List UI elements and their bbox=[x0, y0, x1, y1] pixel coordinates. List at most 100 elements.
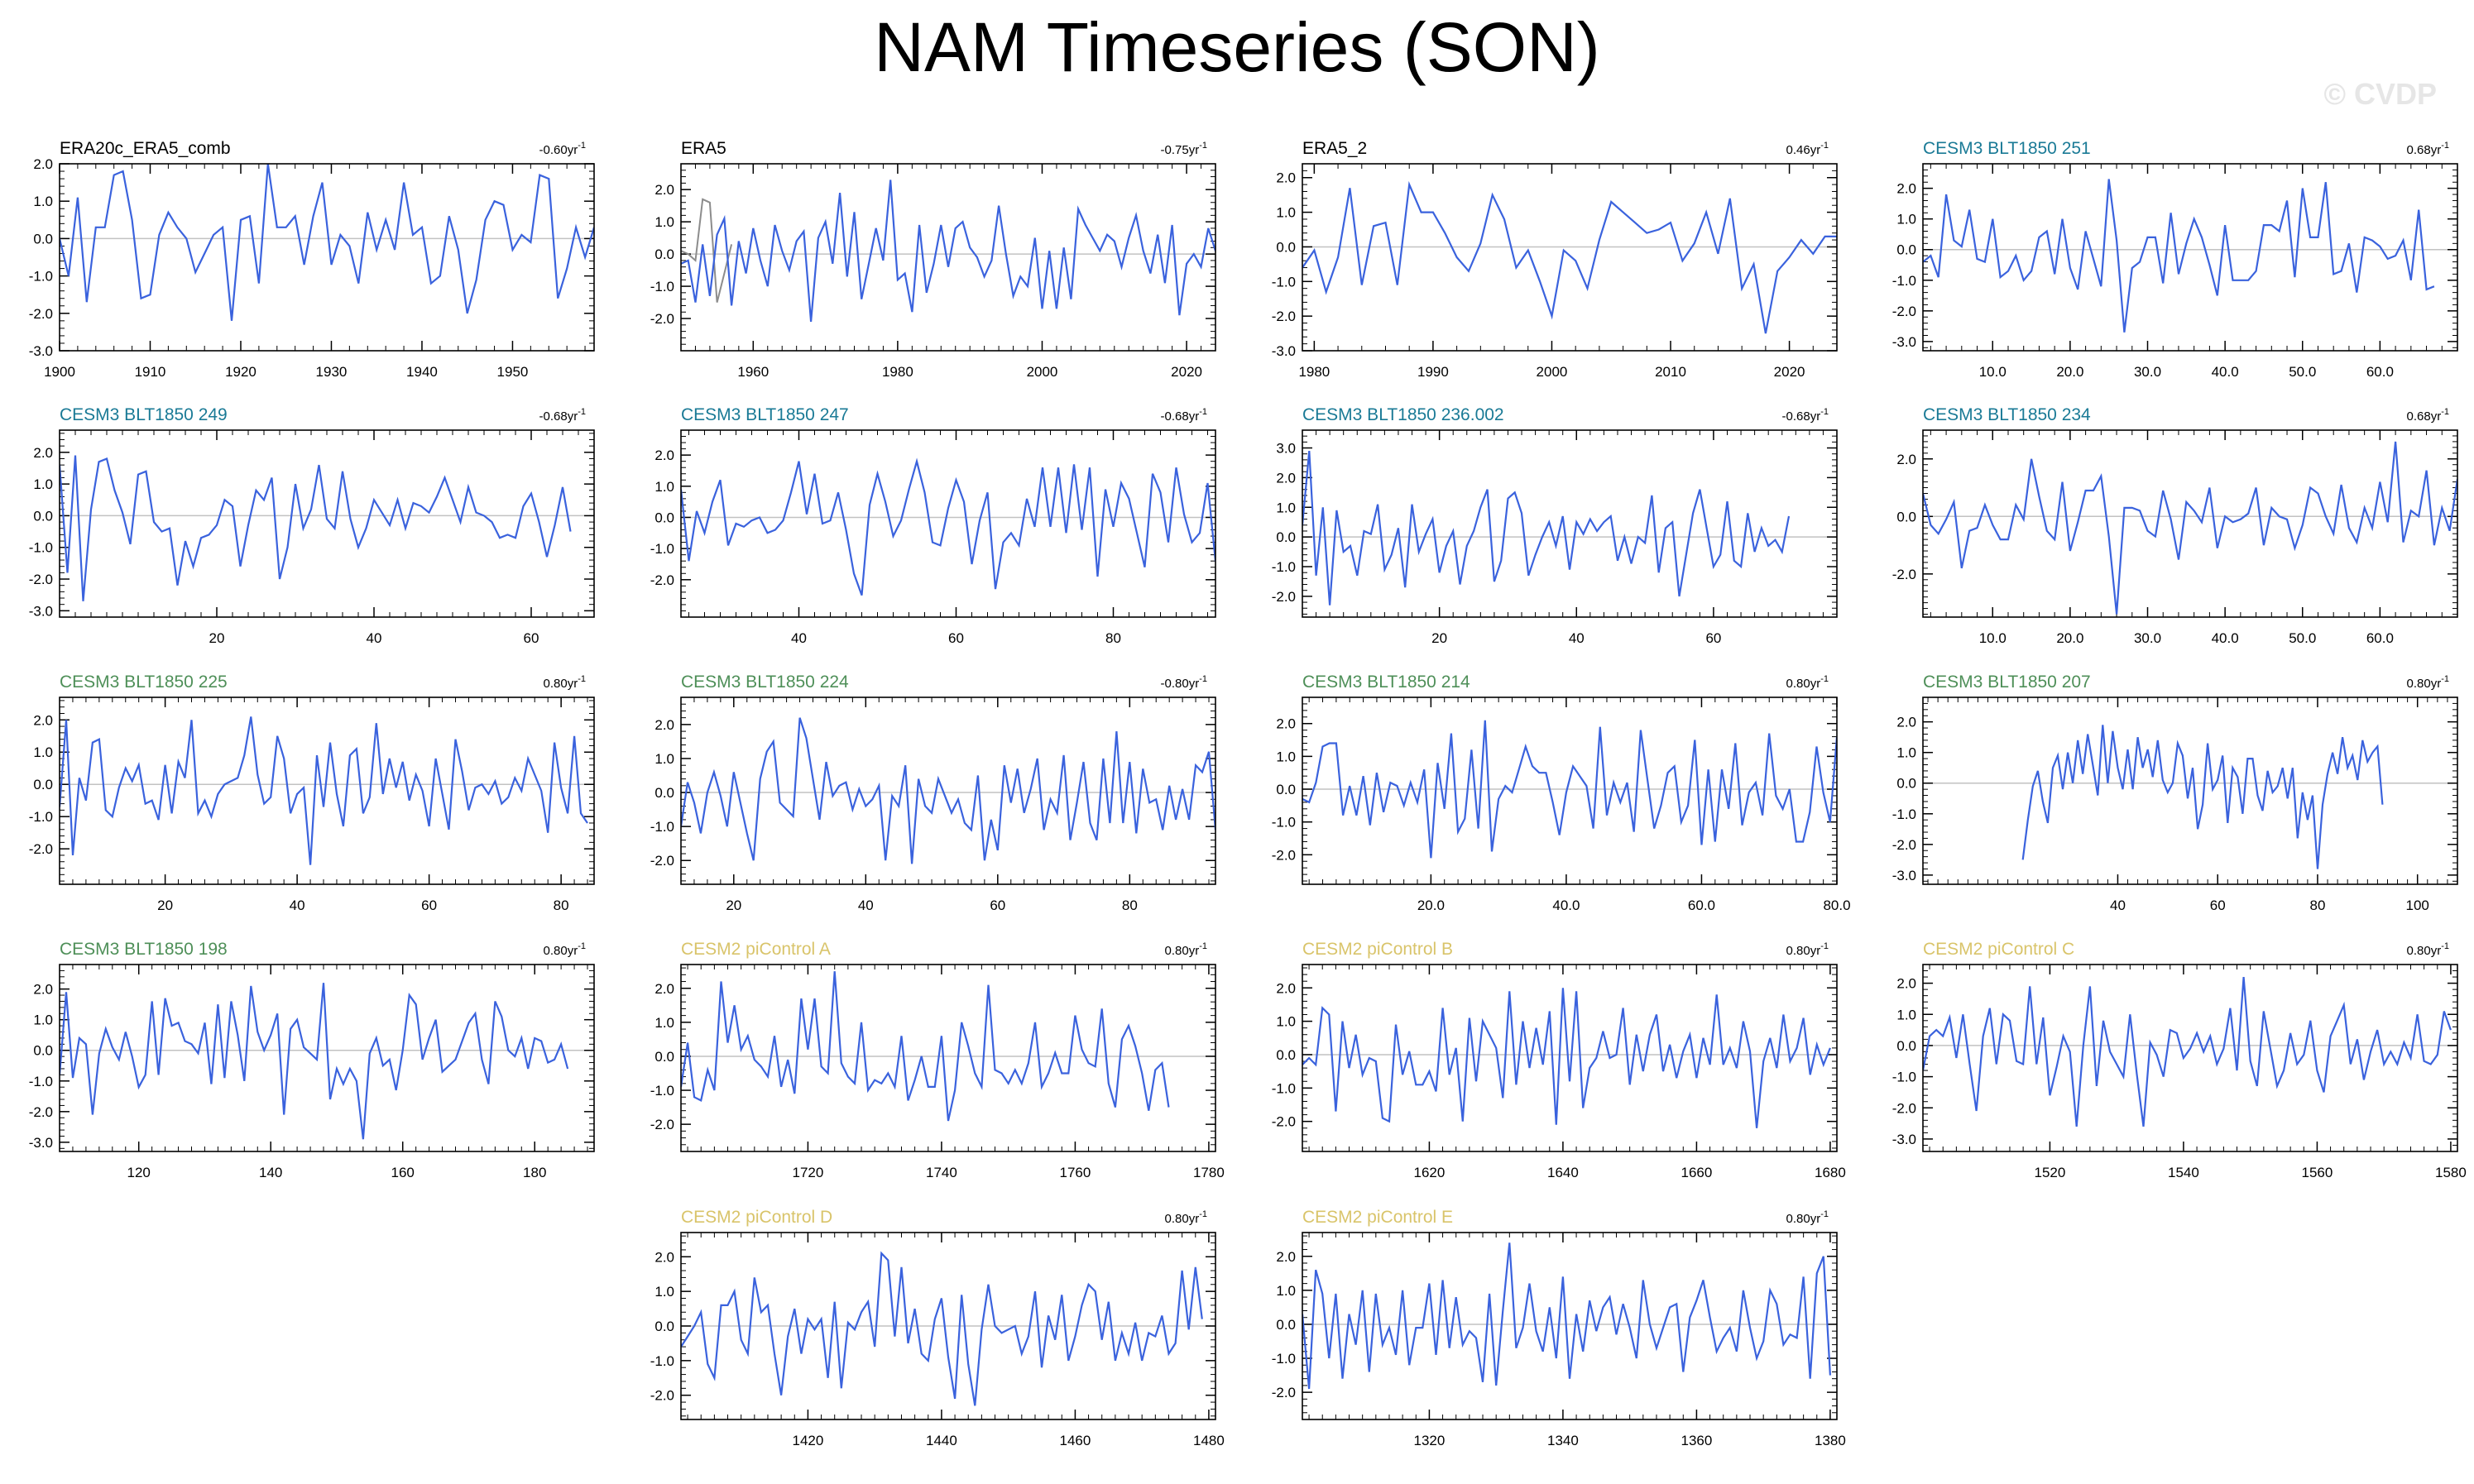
panel: CESM3 BLT1850 207 0.80yr-1 2.0 1.0 0.0 -1.0 -2… bbox=[1892, 673, 2458, 913]
series-line bbox=[681, 971, 1170, 1122]
trend-label: 0.68yr-1 bbox=[2407, 407, 2449, 424]
y-tick-label: 2.0 bbox=[1896, 976, 1916, 992]
y-tick-label: -2.0 bbox=[650, 1388, 674, 1404]
x-tick-label: 160 bbox=[391, 1165, 415, 1180]
x-tick-label: 1950 bbox=[497, 364, 529, 380]
panel: CESM2 piControl D 0.80yr-1 2.0 1.0 0.0 -1.0 -2… bbox=[650, 1208, 1225, 1448]
y-tick-label: -1.0 bbox=[1272, 274, 1296, 290]
y-tick-label: -1.0 bbox=[1272, 559, 1296, 575]
y-tick-label: -2.0 bbox=[1892, 1100, 1916, 1116]
y-tick-label: 2.0 bbox=[1896, 715, 1916, 730]
x-tick-label: 1930 bbox=[316, 364, 348, 380]
trend-label: -0.60yr-1 bbox=[539, 141, 586, 157]
y-tick-label: 0.0 bbox=[654, 247, 674, 262]
plot-frame bbox=[1302, 964, 1838, 1152]
y-tick-label: -3.0 bbox=[29, 1135, 53, 1151]
x-tick-label: 2020 bbox=[1171, 364, 1202, 380]
x-tick-label: 1580 bbox=[2435, 1165, 2467, 1180]
x-tick-label: 1990 bbox=[1417, 364, 1449, 380]
panel-title: CESM2 piControl A bbox=[681, 940, 831, 959]
x-tick-label: 1760 bbox=[1060, 1165, 1091, 1180]
panel-title: ERA20c_ERA5_comb bbox=[60, 139, 231, 158]
series-line bbox=[1302, 988, 1831, 1128]
y-tick-label: 1.0 bbox=[654, 751, 674, 767]
y-tick-label: 2.0 bbox=[1896, 452, 1916, 467]
y-tick-label: 0.0 bbox=[654, 785, 674, 801]
y-tick-label: -2.0 bbox=[29, 572, 53, 587]
x-tick-label: 60.0 bbox=[2366, 364, 2394, 380]
y-tick-label: -2.0 bbox=[29, 306, 53, 322]
y-tick-label: -3.0 bbox=[29, 603, 53, 619]
y-tick-label: 0.0 bbox=[654, 1049, 674, 1065]
x-tick-label: 20.0 bbox=[2056, 364, 2083, 380]
x-tick-label: 80 bbox=[1122, 898, 1138, 913]
series-line bbox=[60, 164, 594, 321]
y-tick-label: 0.0 bbox=[1896, 242, 1916, 258]
panel-title: CESM3 BLT1850 207 bbox=[1923, 673, 2091, 692]
panel-title: CESM3 BLT1850 247 bbox=[681, 405, 849, 424]
y-tick-label: -2.0 bbox=[650, 853, 674, 869]
panel-title: ERA5 bbox=[681, 139, 726, 158]
x-tick-label: 1540 bbox=[2168, 1165, 2199, 1180]
y-tick-label: -3.0 bbox=[1272, 343, 1296, 359]
x-tick-label: 30.0 bbox=[2134, 630, 2161, 646]
y-tick-label: 0.0 bbox=[654, 510, 674, 525]
y-tick-label: 0.0 bbox=[33, 231, 53, 247]
trend-label: -0.68yr-1 bbox=[1782, 407, 1829, 424]
panel: CESM3 BLT1850 225 0.80yr-1 2.0 1.0 0.0 -1.0 -2… bbox=[29, 673, 595, 913]
trend-label: 0.80yr-1 bbox=[2407, 941, 2449, 958]
y-tick-label: 1.0 bbox=[654, 214, 674, 230]
x-tick-label: 1520 bbox=[2035, 1165, 2066, 1180]
y-tick-label: 2.0 bbox=[1896, 181, 1916, 197]
x-tick-label: 100 bbox=[2406, 898, 2429, 913]
y-tick-label: 0.0 bbox=[1276, 529, 1296, 545]
x-tick-label: 180 bbox=[523, 1165, 546, 1180]
y-tick-label: 0.0 bbox=[1896, 509, 1916, 524]
panel: CESM3 BLT1850 249 -0.68yr-1 2.0 1.0 0.0 -1.0 -… bbox=[29, 405, 595, 646]
panel: CESM3 BLT1850 224 -0.80yr-1 2.0 1.0 0.0 -1.0 -… bbox=[650, 673, 1216, 913]
plot-frame bbox=[1302, 697, 1838, 885]
x-tick-label: 30.0 bbox=[2134, 364, 2161, 380]
panel: CESM3 BLT1850 214 0.80yr-1 2.0 1.0 0.0 -1.0 -2… bbox=[1272, 673, 1851, 913]
x-tick-label: 20 bbox=[1431, 630, 1447, 646]
x-tick-label: 1360 bbox=[1681, 1433, 1713, 1448]
x-tick-label: 2020 bbox=[1774, 364, 1805, 380]
y-tick-label: 1.0 bbox=[1896, 1007, 1916, 1022]
panel-title: CESM2 piControl D bbox=[681, 1208, 832, 1227]
x-tick-label: 20.0 bbox=[1417, 898, 1445, 913]
y-tick-label: -3.0 bbox=[1892, 334, 1916, 350]
plot-frame bbox=[680, 964, 1216, 1152]
panel: CESM2 piControl A 0.80yr-1 2.0 1.0 0.0 -1.0 -2… bbox=[650, 940, 1225, 1180]
panel-title: CESM3 BLT1850 236.002 bbox=[1302, 405, 1504, 424]
x-tick-label: 1380 bbox=[1815, 1433, 1846, 1448]
series-line bbox=[1923, 179, 2435, 333]
x-tick-label: 50.0 bbox=[2289, 630, 2316, 646]
y-tick-label: -2.0 bbox=[1272, 1385, 1296, 1400]
y-tick-label: -1.0 bbox=[650, 541, 674, 557]
x-tick-label: 40.0 bbox=[2212, 364, 2239, 380]
panel: CESM3 BLT1850 236.002 -0.68yr-1 3.0 2.0 1.0 0… bbox=[1272, 405, 1838, 646]
y-tick-label: -3.0 bbox=[1892, 1132, 1916, 1147]
x-tick-label: 60 bbox=[2210, 898, 2226, 913]
x-tick-label: 60 bbox=[524, 630, 539, 646]
overlay-series-line bbox=[680, 198, 733, 303]
trend-label: 0.80yr-1 bbox=[544, 941, 586, 958]
series-line bbox=[681, 1251, 1203, 1406]
series-line bbox=[681, 180, 1215, 322]
y-tick-label: -1.0 bbox=[1892, 807, 1916, 822]
panel: ERA20c_ERA5_comb -0.60yr-1 2.0 1.0 0.0 -1.0 -2… bbox=[29, 139, 595, 380]
panels-grid: ERA20c_ERA5_comb -0.60yr-1 2.0 1.0 0.0 -1.0 -2… bbox=[29, 139, 2467, 1448]
plot-frame bbox=[1302, 429, 1838, 618]
series-line bbox=[681, 717, 1215, 864]
y-tick-label: -2.0 bbox=[29, 841, 53, 857]
panel-title: CESM3 BLT1850 198 bbox=[60, 940, 228, 959]
trend-label: 0.46yr-1 bbox=[1786, 141, 1829, 157]
y-tick-label: -2.0 bbox=[650, 572, 674, 588]
y-tick-label: 2.0 bbox=[33, 445, 53, 461]
y-tick-label: 2.0 bbox=[654, 448, 674, 463]
panel-title: CESM3 BLT1850 214 bbox=[1302, 673, 1470, 692]
x-tick-label: 10.0 bbox=[1979, 630, 2007, 646]
page-title: NAM Timeseries (SON) bbox=[874, 8, 1599, 86]
trend-label: -0.75yr-1 bbox=[1161, 141, 1207, 157]
x-tick-label: 50.0 bbox=[2289, 364, 2316, 380]
